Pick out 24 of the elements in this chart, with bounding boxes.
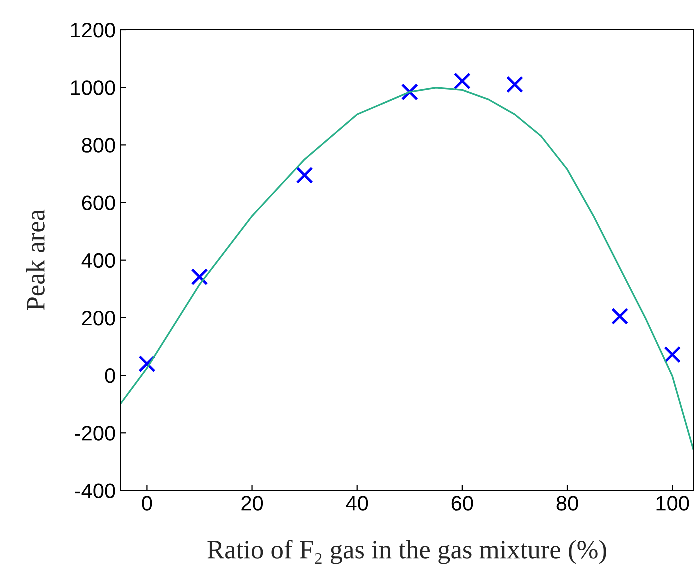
- x-tick-label: 80: [556, 496, 578, 511]
- x-tick-label: 100: [656, 496, 690, 511]
- y-tick-label: 200: [82, 310, 116, 326]
- point: [664, 346, 682, 364]
- x-tick-label: 60: [452, 496, 474, 511]
- x-axis-title: Ratio of F₂ gas in the gas mixture (%): [208, 540, 606, 564]
- y-tick-label: 1000: [71, 80, 116, 96]
- x-tick-label: 20: [242, 496, 264, 511]
- point: [506, 76, 524, 94]
- point: [612, 308, 629, 326]
- y-tick-label: 600: [82, 196, 116, 211]
- x-tick-label: 0: [142, 496, 152, 511]
- point: [296, 166, 314, 184]
- x-tick-label: 40: [346, 496, 368, 511]
- point: [454, 72, 471, 90]
- line-series: [120, 87, 694, 451]
- y-tick-label: 400: [82, 253, 116, 268]
- y-tick-label: 1200: [71, 23, 116, 38]
- y-tick-label: -200: [75, 426, 116, 441]
- y-tick-label: 800: [82, 138, 116, 153]
- y-tick-label: -400: [75, 484, 116, 498]
- y-tick-label: 0: [105, 368, 116, 384]
- point: [191, 268, 208, 286]
- y-axis-title: Peak area: [26, 210, 45, 311]
